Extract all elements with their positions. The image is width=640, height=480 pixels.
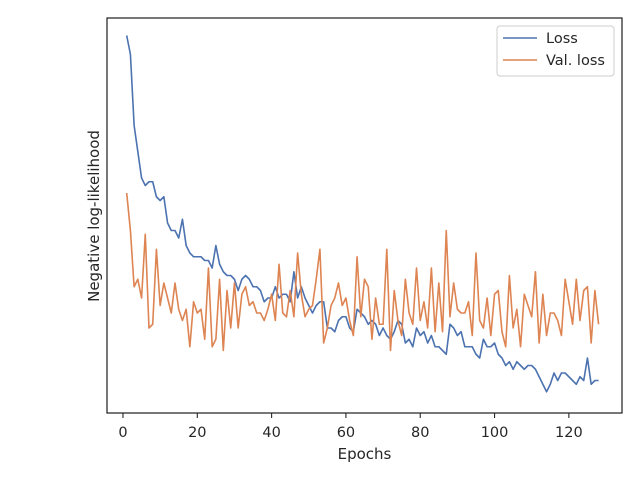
axes-frame <box>106 17 623 414</box>
series-layer <box>125 35 600 393</box>
x-axis-label: Epochs <box>338 445 392 463</box>
legend-label-loss: Loss <box>546 31 578 47</box>
x-tick-label-60: 60 <box>337 425 355 441</box>
x-axis-ticks: 0 20 40 60 80 100 120 <box>118 413 583 441</box>
x-tick-label-100: 100 <box>481 425 509 441</box>
series-line-loss <box>125 35 599 393</box>
x-tick-label-120: 120 <box>555 425 583 441</box>
x-tick-label-0: 0 <box>118 425 127 441</box>
y-axis-label: Negative log-likelihood <box>85 130 103 302</box>
legend-label-val-loss: Val. loss <box>546 53 605 69</box>
legend: Loss Val. loss <box>496 25 615 77</box>
x-tick-label-40: 40 <box>262 425 280 441</box>
x-tick-label-80: 80 <box>411 425 429 441</box>
x-tick-label-20: 20 <box>188 425 206 441</box>
series-line-val-loss <box>125 192 600 352</box>
